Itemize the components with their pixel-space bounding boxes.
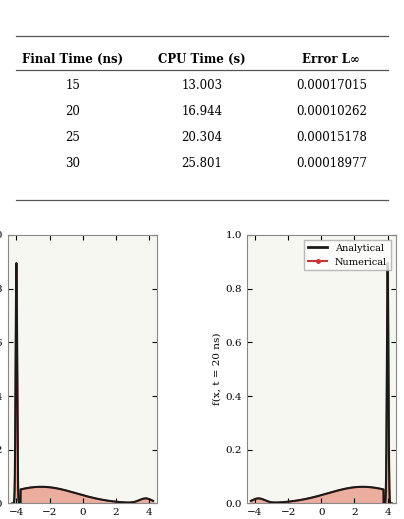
Y-axis label: f(x, t = 20 ns): f(x, t = 20 ns) — [212, 333, 221, 405]
Legend: Analytical, Numerical: Analytical, Numerical — [304, 240, 391, 270]
